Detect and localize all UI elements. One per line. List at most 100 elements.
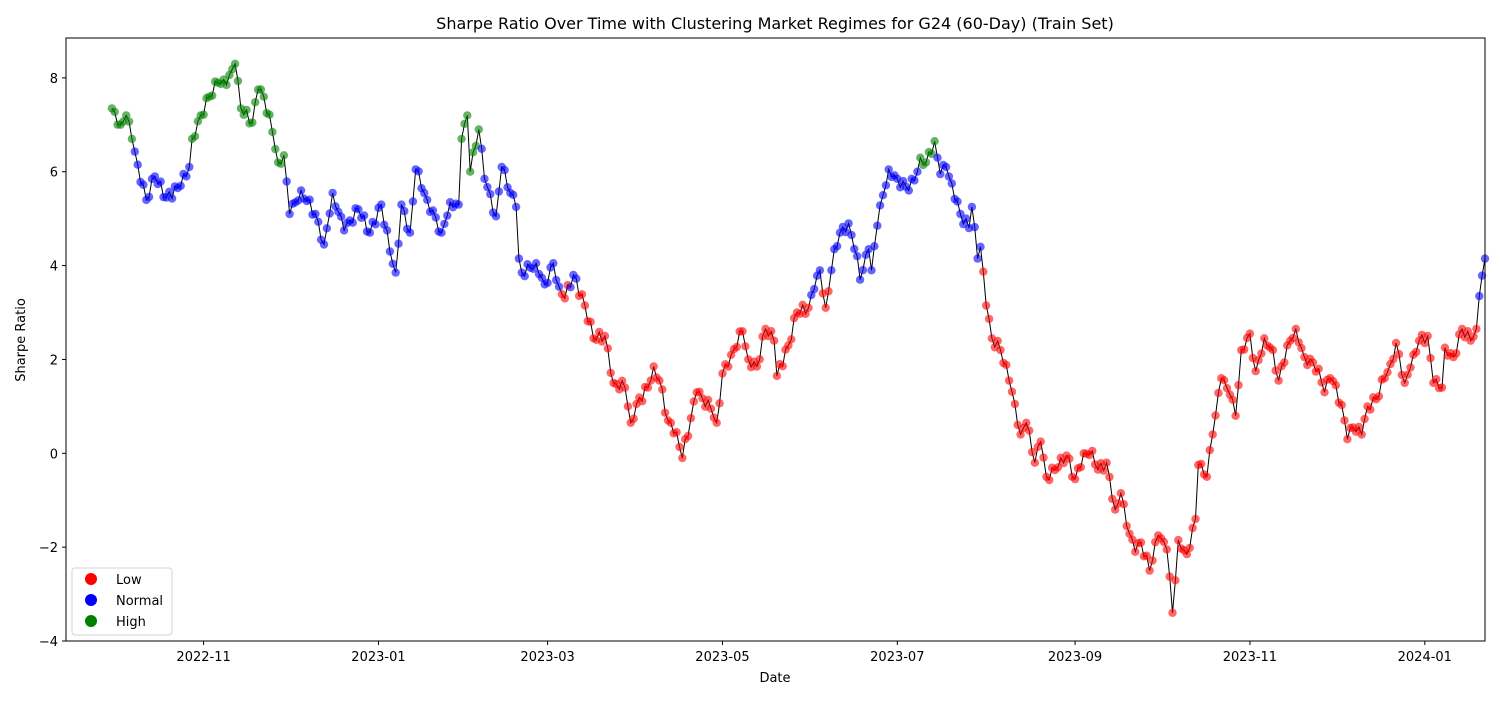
data-point-normal bbox=[572, 274, 581, 283]
data-point-high bbox=[463, 111, 472, 120]
data-point-low bbox=[1274, 376, 1283, 385]
data-point-normal bbox=[870, 242, 879, 251]
data-point-normal bbox=[853, 252, 862, 261]
data-point-normal bbox=[339, 226, 349, 235]
data-point-normal bbox=[881, 181, 891, 190]
data-point-low bbox=[586, 317, 595, 327]
data-point-low bbox=[1202, 472, 1212, 481]
data-point-normal bbox=[486, 189, 495, 199]
data-point-low bbox=[1423, 331, 1432, 341]
data-point-normal bbox=[878, 191, 888, 200]
data-point-low bbox=[772, 371, 782, 381]
legend-marker-low bbox=[85, 573, 97, 585]
data-point-normal bbox=[1477, 271, 1487, 280]
data-point-normal bbox=[970, 222, 979, 232]
data-point-normal bbox=[325, 209, 334, 218]
data-point-low bbox=[1142, 551, 1151, 560]
data-point-normal bbox=[855, 275, 865, 284]
data-point-high bbox=[930, 137, 939, 146]
data-point-low bbox=[787, 335, 796, 344]
data-point-low bbox=[1314, 364, 1323, 373]
data-point-high bbox=[251, 98, 260, 107]
data-point-low bbox=[672, 428, 681, 437]
data-point-normal bbox=[910, 176, 919, 185]
data-point-low bbox=[643, 383, 653, 392]
data-point-normal bbox=[858, 265, 868, 275]
data-point-normal bbox=[165, 187, 174, 196]
data-point-low bbox=[1027, 447, 1037, 457]
data-point-low bbox=[620, 383, 630, 392]
data-point-low bbox=[603, 344, 612, 353]
data-point-low bbox=[1131, 547, 1140, 556]
data-point-low bbox=[703, 395, 713, 405]
data-point-low bbox=[1168, 608, 1177, 617]
data-point-high bbox=[222, 80, 231, 90]
data-point-low bbox=[675, 442, 684, 452]
data-point-low bbox=[1191, 514, 1200, 524]
legend-box bbox=[71, 567, 173, 636]
x-axis-label: Date bbox=[759, 671, 790, 686]
data-point-low bbox=[1045, 475, 1054, 485]
data-point-low bbox=[1222, 384, 1232, 393]
data-point-low bbox=[1343, 435, 1352, 444]
data-point-high bbox=[110, 107, 119, 117]
data-point-normal bbox=[296, 186, 306, 195]
data-point-high bbox=[230, 59, 240, 68]
data-point-low bbox=[1105, 472, 1114, 482]
data-point-low bbox=[1039, 453, 1048, 462]
data-point-normal bbox=[509, 190, 518, 200]
data-point-normal bbox=[483, 182, 492, 192]
y-tick-label: −4 bbox=[39, 635, 58, 650]
y-axis: −4 −2 0 2 4 6 8 bbox=[39, 72, 66, 650]
data-point-low bbox=[1010, 399, 1020, 409]
data-point-normal bbox=[884, 165, 893, 174]
data-point-high bbox=[248, 118, 257, 127]
data-point-normal bbox=[875, 201, 885, 210]
data-point-low bbox=[1383, 368, 1392, 377]
data-point-normal bbox=[477, 144, 486, 153]
data-point-high bbox=[124, 117, 134, 126]
data-point-low bbox=[1391, 338, 1401, 348]
legend-marker-normal bbox=[85, 594, 97, 606]
data-point-low bbox=[683, 431, 693, 441]
data-point-normal bbox=[322, 224, 332, 233]
data-point-low bbox=[1053, 463, 1063, 472]
data-point-low bbox=[695, 387, 704, 396]
data-point-low bbox=[1197, 459, 1206, 469]
data-point-low bbox=[600, 331, 610, 341]
data-point-low bbox=[724, 362, 733, 371]
data-point-normal bbox=[397, 200, 406, 209]
data-point-low bbox=[1119, 500, 1129, 509]
data-point-high bbox=[460, 119, 469, 128]
data-point-normal bbox=[382, 226, 392, 235]
data-point-normal bbox=[388, 259, 397, 268]
data-point-normal bbox=[371, 220, 380, 229]
data-point-normal bbox=[377, 200, 386, 209]
data-point-high bbox=[276, 159, 286, 168]
x-tick-label: 2024-01 bbox=[1398, 650, 1452, 665]
data-point-high bbox=[279, 151, 289, 160]
chart-title: Sharpe Ratio Over Time with Clustering M… bbox=[436, 14, 1114, 33]
data-point-normal bbox=[285, 209, 294, 219]
data-point-normal bbox=[520, 272, 529, 281]
data-point-normal bbox=[500, 165, 509, 175]
data-point-low bbox=[1297, 343, 1306, 353]
data-point-low bbox=[824, 287, 833, 296]
plot-frame bbox=[65, 37, 1486, 642]
data-point-low bbox=[1271, 366, 1280, 375]
y-tick-label: 4 bbox=[50, 260, 58, 275]
x-tick-label: 2023-11 bbox=[1223, 650, 1277, 665]
data-point-low bbox=[769, 336, 779, 345]
data-point-low bbox=[1136, 538, 1146, 547]
data-point-normal bbox=[827, 266, 836, 275]
data-point-normal bbox=[554, 282, 564, 291]
data-point-normal bbox=[961, 214, 971, 223]
data-point-normal bbox=[967, 202, 977, 212]
data-point-low bbox=[718, 369, 727, 378]
data-point-low bbox=[752, 362, 762, 371]
data-point-high bbox=[242, 105, 251, 115]
data-point-low bbox=[658, 385, 667, 394]
data-point-normal bbox=[319, 240, 329, 249]
data-point-low bbox=[638, 397, 647, 406]
data-point-high bbox=[265, 110, 274, 119]
